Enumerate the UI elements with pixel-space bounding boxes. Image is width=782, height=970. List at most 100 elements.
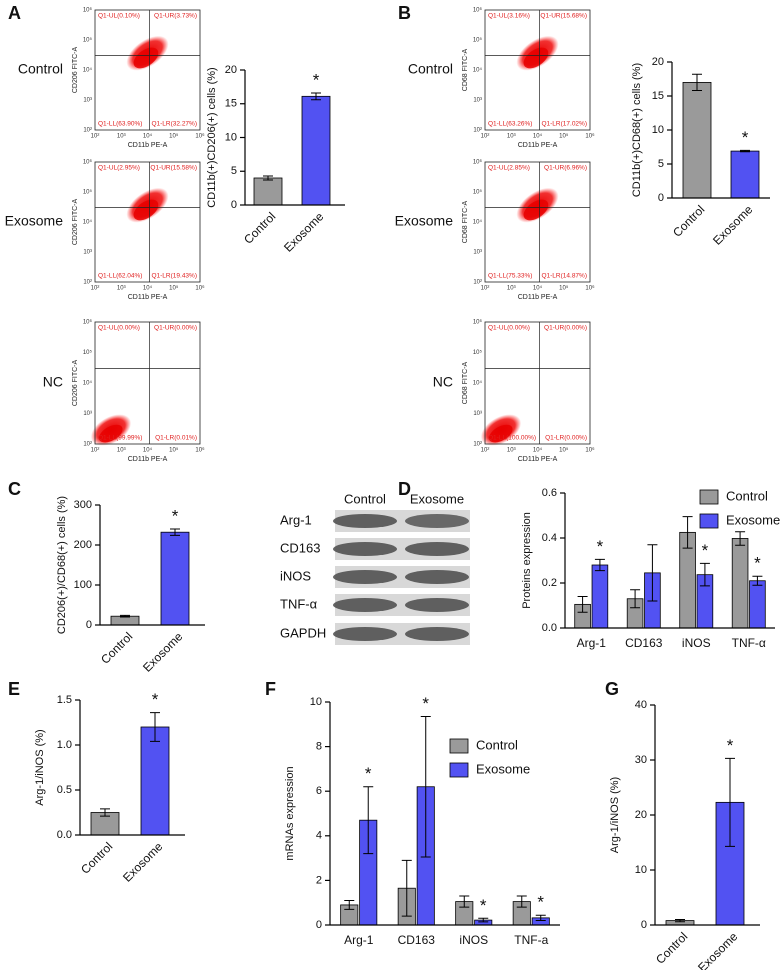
significance-mark: *: [365, 764, 372, 783]
y-tick-label: 0: [231, 199, 237, 211]
y-tick-label: 0: [658, 192, 664, 204]
quadrant-label: Q1-LL(99.99%): [98, 435, 142, 442]
bar: [301, 95, 331, 206]
flow-tick-label: 10⁶: [195, 133, 205, 140]
bar: [730, 150, 760, 199]
flow-tick-label: 10⁴: [83, 219, 93, 226]
y-tick-label: 6: [316, 785, 322, 797]
blot-band: [333, 627, 397, 641]
panel-letter: A: [8, 3, 21, 23]
y-axis-label: Arg-1/iNOS (%): [34, 729, 46, 805]
quadrant-label: Q1-LR(14.87%): [541, 273, 587, 280]
error-bar: [752, 575, 763, 586]
y-tick-label: 200: [74, 539, 92, 551]
blot-band: [333, 542, 397, 556]
flow-tick-label: 10⁵: [83, 37, 93, 44]
bar: [682, 82, 712, 199]
plot-frame: [94, 321, 201, 445]
flow-tick-label: 10²: [473, 280, 482, 286]
error-bar: [675, 919, 685, 923]
plot-frame: [484, 9, 591, 131]
flow-y-label: CD206 FITC-A: [72, 360, 79, 407]
blot-band: [333, 598, 397, 612]
flow-tick-label: 10⁶: [585, 133, 595, 140]
flow-tick-label: 10⁶: [585, 285, 595, 292]
blot-row-label: CD163: [280, 540, 320, 555]
row-label: Control: [408, 61, 453, 77]
bar: [749, 580, 766, 629]
blot-band: [405, 627, 469, 641]
y-tick-label: 10: [652, 124, 664, 136]
flow-tick-label: 10³: [117, 286, 126, 292]
significance-mark: *: [702, 541, 709, 560]
flow-tick-label: 10⁴: [533, 285, 543, 292]
legend-swatch: [699, 513, 719, 529]
y-tick-label: 0.2: [542, 577, 557, 589]
quadrant-label: Q1-UR(0.00%): [154, 325, 197, 332]
y-tick-label: 2: [316, 874, 322, 886]
error-bar: [647, 544, 658, 602]
significance-mark: *: [727, 736, 734, 755]
significance-mark: *: [537, 893, 544, 912]
flow-tick-label: 10⁶: [473, 319, 483, 326]
quadrant-label: Q1-UR(6.96%): [544, 165, 587, 172]
bar: [731, 538, 749, 629]
x-tick-label: CD163: [398, 933, 436, 947]
error-bar: [699, 562, 710, 587]
row-label: Exosome: [395, 213, 454, 229]
y-tick-label: 0: [641, 919, 647, 931]
quadrant-label: Q1-UR(15.68%): [540, 13, 587, 20]
panel-letter: C: [8, 479, 21, 499]
blot-band: [405, 570, 469, 584]
blot-band: [405, 542, 469, 556]
flow-tick-label: 10⁴: [473, 380, 483, 387]
x-tick-label: Exosome: [710, 202, 756, 248]
legend-swatch: [449, 738, 469, 754]
y-tick-label: 5: [658, 158, 664, 170]
x-tick-label: Control: [78, 839, 115, 876]
blot-band: [333, 570, 397, 584]
legend-label: Exosome: [476, 761, 530, 776]
x-tick-label: Arg-1: [577, 636, 607, 650]
row-label: Control: [18, 61, 63, 77]
flow-x-label: CD11b PE-A: [128, 456, 168, 463]
flow-tick-label: 10⁵: [169, 285, 179, 292]
blot-row-label: GAPDH: [280, 625, 326, 640]
error-bar: [344, 899, 355, 910]
flow-tick-label: 10⁵: [83, 349, 93, 356]
quadrant-label: Q1-UR(15.58%): [150, 165, 197, 172]
error-bar: [535, 914, 546, 922]
x-tick-label: Control: [670, 202, 707, 239]
flow-tick-label: 10³: [507, 134, 516, 140]
significance-mark: *: [313, 70, 320, 89]
flow-tick-label: 10⁶: [83, 7, 93, 14]
y-tick-label: 0: [316, 919, 322, 931]
cell-cluster: [488, 424, 513, 443]
x-tick-label: Exosome: [120, 839, 166, 885]
quadrant-label: Q1-UL(0.00%): [488, 325, 530, 332]
flow-tick-label: 10²: [481, 134, 490, 140]
flow-tick-label: 10⁴: [473, 219, 483, 226]
y-tick-label: 0.0: [57, 829, 72, 841]
quadrant-label: Q1-LL(63.26%): [488, 121, 532, 128]
blot-row-label: iNOS: [280, 568, 311, 583]
y-tick-label: 10: [225, 131, 237, 143]
y-tick-label: 4: [316, 830, 322, 842]
bar: [591, 564, 609, 629]
flow-tick-label: 10⁶: [195, 447, 205, 454]
flow-tick-label: 10⁴: [83, 67, 93, 74]
quadrant-label: Q1-LL(63.90%): [98, 121, 142, 128]
quadrant-label: Q1-UL(0.10%): [98, 13, 140, 20]
flow-tick-label: 10²: [91, 134, 100, 140]
y-tick-label: 0: [86, 619, 92, 631]
quadrant-label: Q1-UR(0.00%): [544, 325, 587, 332]
significance-mark: *: [480, 896, 487, 915]
x-tick-label: Control: [241, 209, 278, 246]
flow-tick-label: 10³: [507, 448, 516, 454]
x-tick-label: iNOS: [459, 933, 488, 947]
flow-tick-label: 10⁴: [143, 133, 153, 140]
flow-tick-label: 10⁴: [143, 447, 153, 454]
flow-tick-label: 10⁵: [559, 133, 569, 140]
legend-label: Control: [726, 488, 768, 503]
